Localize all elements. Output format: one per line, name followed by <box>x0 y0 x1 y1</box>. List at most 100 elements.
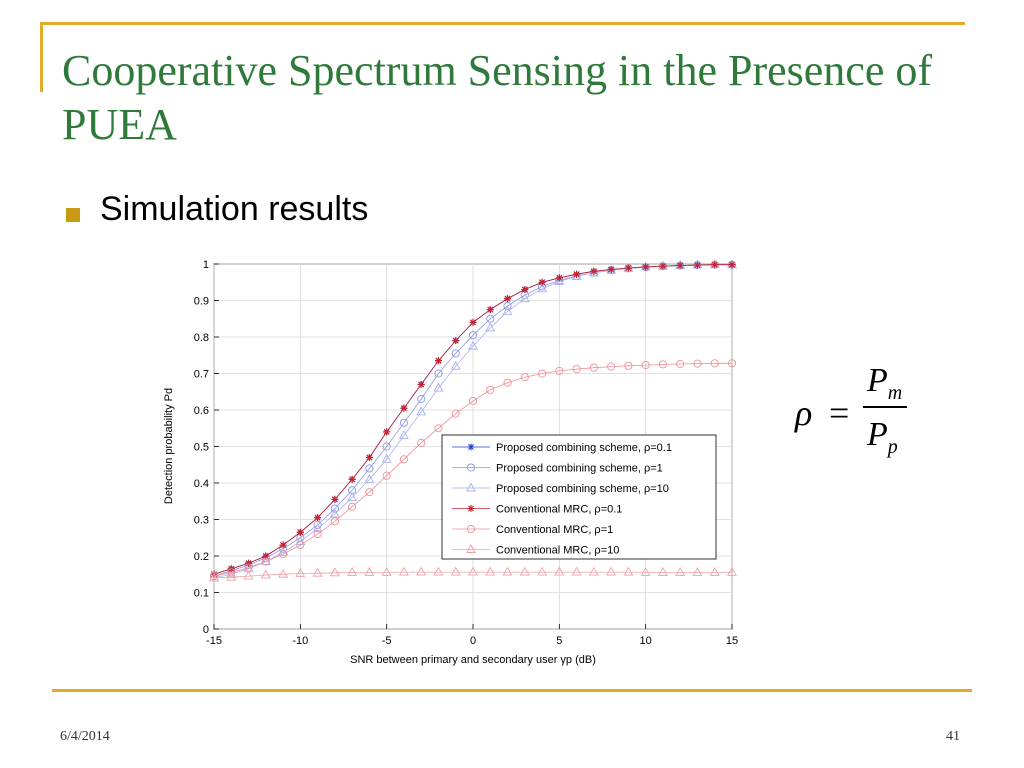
series-6-point <box>502 566 513 576</box>
legend-entry-label: Proposed combining scheme, ρ=10 <box>496 483 669 495</box>
series-6-point <box>606 566 617 576</box>
series-5-point <box>572 365 581 374</box>
series-5-point <box>503 378 512 387</box>
series-3-point <box>364 473 375 483</box>
y-tick-label: 0.8 <box>194 332 209 344</box>
series-5-line <box>213 362 732 577</box>
series-5-point <box>538 369 547 378</box>
bullet-text: Simulation results <box>100 190 369 228</box>
legend-entry-label: Conventional MRC, ρ=1 <box>496 524 613 536</box>
series-6-point <box>692 567 703 576</box>
footer-rule <box>52 689 972 692</box>
series-3-point <box>537 283 548 293</box>
series-5-point <box>313 530 322 539</box>
series-3-point <box>347 492 358 502</box>
formula-denominator: Pp <box>867 416 898 459</box>
series-3-point <box>433 382 444 392</box>
series-5-point <box>365 488 374 497</box>
y-axis-label: Detection probability Pd <box>163 388 175 504</box>
series-5-point <box>417 438 426 447</box>
series-4-point <box>469 318 477 326</box>
y-tick-label: 0.7 <box>194 369 209 381</box>
series-5-point <box>658 360 667 369</box>
series-5-point <box>641 361 650 370</box>
y-tick-label: 0.9 <box>194 296 209 308</box>
legend-entry-label: Conventional MRC, ρ=10 <box>496 545 619 557</box>
legend-entry-label: Proposed combining scheme, ρ=0.1 <box>496 442 672 454</box>
series-5-point <box>520 373 529 382</box>
y-tick-label: 0.5 <box>194 442 209 454</box>
series-6-point <box>260 569 271 579</box>
series-5-point <box>382 471 391 480</box>
series-6-point <box>295 568 306 577</box>
series-5-point <box>727 359 737 368</box>
series-6-point <box>381 567 392 576</box>
denominator-subscript: p <box>887 435 898 458</box>
series-5-point <box>589 363 598 372</box>
legend-swatch-marker <box>467 443 475 451</box>
series-6-point <box>433 566 444 576</box>
series-4-point <box>676 261 684 269</box>
series-5-point <box>624 361 633 370</box>
series-6-point <box>709 567 720 576</box>
x-tick-label: 15 <box>726 635 738 647</box>
series-5-point <box>434 424 443 433</box>
denominator-symbol: P <box>867 416 888 453</box>
series-6-point <box>329 567 340 577</box>
series-2-point <box>382 442 391 451</box>
frame-left-rule <box>40 22 43 92</box>
series-5-point <box>330 517 339 526</box>
series-4-point <box>417 380 425 388</box>
series-4-point <box>504 295 512 303</box>
series-6-point <box>554 566 565 576</box>
series-4-point <box>693 261 701 269</box>
series-4-point <box>452 337 460 345</box>
series-6-point <box>364 567 375 576</box>
series-4-point <box>486 306 494 314</box>
series-2-point <box>417 394 426 404</box>
series-3-point <box>329 508 340 518</box>
series-6-point <box>675 567 686 576</box>
series-6-point <box>278 568 289 578</box>
series-6-point <box>226 571 237 581</box>
series-6-point <box>485 566 496 576</box>
series-2-point <box>330 504 339 513</box>
detection-probability-chart: -15 -10 -5 0 5 10 15 0 0.1 0.2 0.3 0.4 0.5 0.6 0.7 0.8… <box>163 259 738 666</box>
series-4-point <box>711 261 719 269</box>
bullet-square-icon <box>66 208 80 222</box>
formula-rho: ρ <box>795 393 813 433</box>
series-6-line <box>213 571 732 579</box>
series-2-point <box>451 349 460 358</box>
series-6-point <box>347 567 358 576</box>
series-6-point <box>571 566 582 576</box>
numerator-symbol: P <box>867 362 888 399</box>
series-3-point <box>278 546 289 556</box>
series-6-point <box>519 566 530 576</box>
legend-swatch-marker <box>466 544 476 553</box>
formula-numerator: Pm <box>867 362 902 405</box>
series-6-point <box>468 566 478 576</box>
series-5-point <box>296 540 305 550</box>
series-3-point <box>554 276 565 285</box>
series-3-point <box>295 535 306 545</box>
legend-swatch-marker <box>467 505 475 512</box>
series-5-point <box>555 366 564 375</box>
y-tick-label: 0.2 <box>194 551 209 563</box>
series-2-point <box>434 369 443 378</box>
series-4-point <box>538 278 546 286</box>
series-5 <box>209 359 737 581</box>
y-tick-label: 0.4 <box>194 478 209 490</box>
series-3-point <box>502 306 513 315</box>
series-3-point <box>416 406 427 416</box>
legend-swatch-marker <box>466 524 476 534</box>
series-2-point <box>468 331 478 340</box>
series-4 <box>210 261 736 578</box>
series-3-point <box>519 293 530 303</box>
series-4-point <box>245 559 253 567</box>
series-group <box>209 259 737 582</box>
series-6-point <box>243 570 254 580</box>
series-5-point <box>261 557 270 566</box>
series-6-point <box>623 566 634 576</box>
series-6-point <box>416 566 427 576</box>
fraction-bar <box>863 406 907 408</box>
